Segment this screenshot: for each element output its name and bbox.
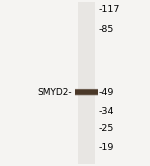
Bar — [75, 93, 98, 94]
Bar — [75, 94, 98, 95]
Bar — [75, 94, 98, 95]
Bar — [75, 94, 98, 95]
Bar — [75, 94, 98, 95]
Bar — [75, 95, 98, 96]
Bar — [78, 2, 94, 164]
Text: -34: -34 — [98, 107, 114, 116]
Text: -117: -117 — [98, 5, 120, 14]
Bar — [75, 94, 98, 95]
Bar — [75, 92, 98, 93]
Bar — [75, 89, 98, 90]
Bar — [75, 89, 98, 90]
Bar — [75, 90, 98, 91]
Bar — [75, 94, 98, 95]
Bar — [75, 91, 98, 92]
Bar — [75, 89, 98, 90]
Bar — [75, 89, 98, 90]
Bar — [75, 89, 98, 90]
Bar — [75, 89, 98, 90]
Bar — [75, 89, 98, 90]
Bar — [75, 90, 98, 91]
Text: -49: -49 — [98, 88, 114, 97]
Bar — [75, 90, 98, 91]
Bar — [75, 92, 98, 93]
Bar — [75, 94, 98, 95]
Bar — [75, 89, 98, 90]
Bar — [75, 90, 98, 91]
Bar — [75, 93, 98, 94]
Bar — [75, 91, 98, 92]
Bar — [75, 93, 98, 94]
Bar — [75, 92, 98, 93]
Bar — [75, 92, 98, 93]
Bar — [75, 90, 98, 91]
Bar — [75, 91, 98, 92]
Bar — [75, 90, 98, 91]
Text: -19: -19 — [98, 143, 114, 152]
Text: -85: -85 — [98, 25, 114, 34]
Bar — [75, 95, 98, 96]
Bar — [75, 89, 98, 90]
Bar — [75, 95, 98, 96]
Bar — [75, 93, 98, 94]
Bar — [75, 93, 98, 94]
Bar — [75, 89, 98, 90]
Bar — [75, 92, 98, 93]
Bar — [75, 91, 98, 92]
Bar — [75, 90, 98, 91]
Bar — [75, 94, 98, 95]
Text: -25: -25 — [98, 124, 114, 133]
Bar — [75, 91, 98, 92]
Bar — [75, 91, 98, 92]
Bar — [75, 92, 98, 93]
Bar — [75, 88, 98, 89]
Bar — [75, 93, 98, 94]
Bar — [75, 92, 98, 93]
Bar — [75, 90, 98, 91]
Text: SMYD2-: SMYD2- — [37, 88, 72, 97]
Bar — [75, 93, 98, 94]
Bar — [75, 93, 98, 94]
Bar — [75, 92, 98, 93]
Bar — [75, 94, 98, 95]
Bar — [75, 93, 98, 94]
Bar — [75, 91, 98, 92]
Bar — [75, 91, 98, 92]
Bar — [75, 91, 98, 92]
Bar — [75, 92, 98, 93]
Bar — [75, 92, 98, 93]
Bar — [75, 90, 98, 91]
